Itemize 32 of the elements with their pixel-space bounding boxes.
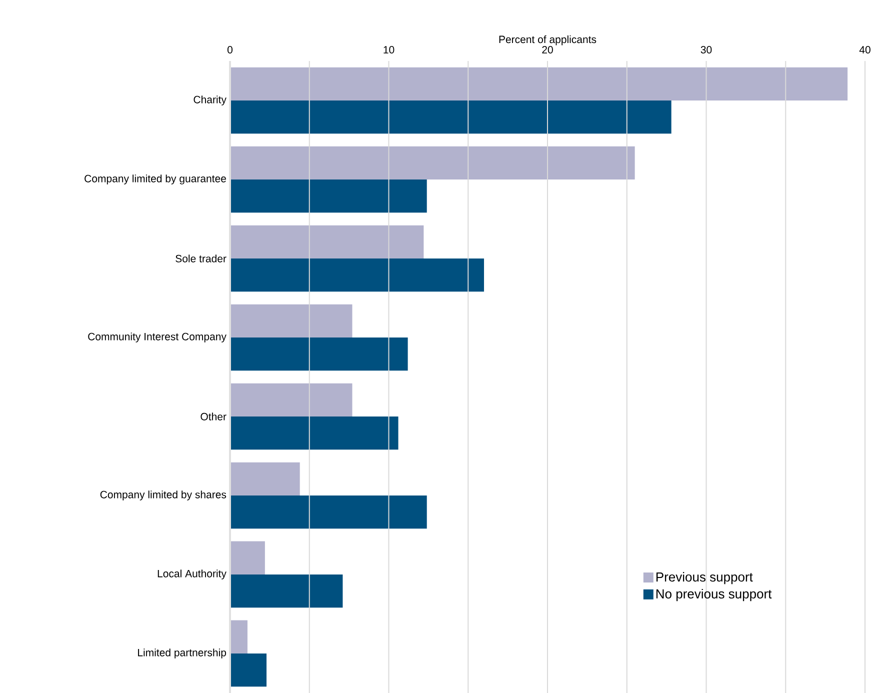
bar: [230, 462, 300, 496]
y-tick-label: Company limited by guarantee: [84, 174, 226, 184]
bar: [230, 100, 672, 134]
bar: [230, 620, 248, 654]
bar: [230, 179, 427, 213]
bar: [230, 383, 352, 416]
y-tick-label: Local Authority: [158, 570, 226, 580]
x-tick-label: 0: [227, 46, 233, 54]
x-tick-label: 30: [700, 46, 712, 54]
bar: [230, 337, 408, 371]
legend-label: No previous support: [656, 588, 772, 602]
x-tick-label: 10: [384, 46, 394, 54]
bar: [230, 541, 265, 574]
bar: [230, 304, 352, 338]
x-tick-label: 20: [542, 46, 553, 54]
bar: [230, 574, 343, 608]
bar: [230, 67, 848, 100]
y-tick-label: Other: [200, 412, 226, 420]
bar: [230, 146, 635, 180]
legend-label: Previous support: [656, 572, 753, 584]
y-tick-label: Charity: [194, 96, 226, 106]
y-tick-label: Company limited by shares: [100, 490, 226, 500]
bar: [230, 416, 398, 450]
bar: [230, 225, 424, 258]
y-tick-label: Community Interest Company: [88, 332, 226, 342]
bar: [230, 258, 484, 292]
bar: [230, 653, 267, 687]
y-tick-label: Sole trader: [176, 254, 226, 262]
bar: [230, 495, 427, 529]
x-tick-label: 40: [859, 46, 870, 54]
x-axis-title: Percent of applicants: [499, 35, 596, 46]
y-tick-label: Limited partnership: [138, 648, 226, 658]
